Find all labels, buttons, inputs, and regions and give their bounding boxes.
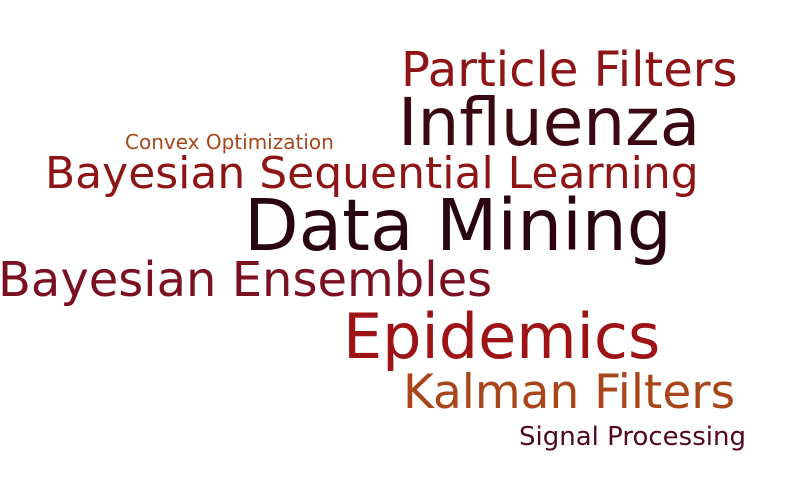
word-signal-processing: Signal Processing xyxy=(519,422,746,452)
word-data-mining: Data Mining xyxy=(244,184,672,267)
word-kalman-filters: Kalman Filters xyxy=(403,365,736,420)
word-influenza: Influenza xyxy=(398,84,701,161)
word-bayesian-sequential-learning: Bayesian Sequential Learning xyxy=(45,148,699,199)
word-particle-filters: Particle Filters xyxy=(401,42,738,98)
word-convex-optimization: Convex Optimization xyxy=(125,130,334,154)
word-bayesian-ensembles: Bayesian Ensembles xyxy=(0,252,493,308)
word-epidemics: Epidemics xyxy=(343,300,661,373)
